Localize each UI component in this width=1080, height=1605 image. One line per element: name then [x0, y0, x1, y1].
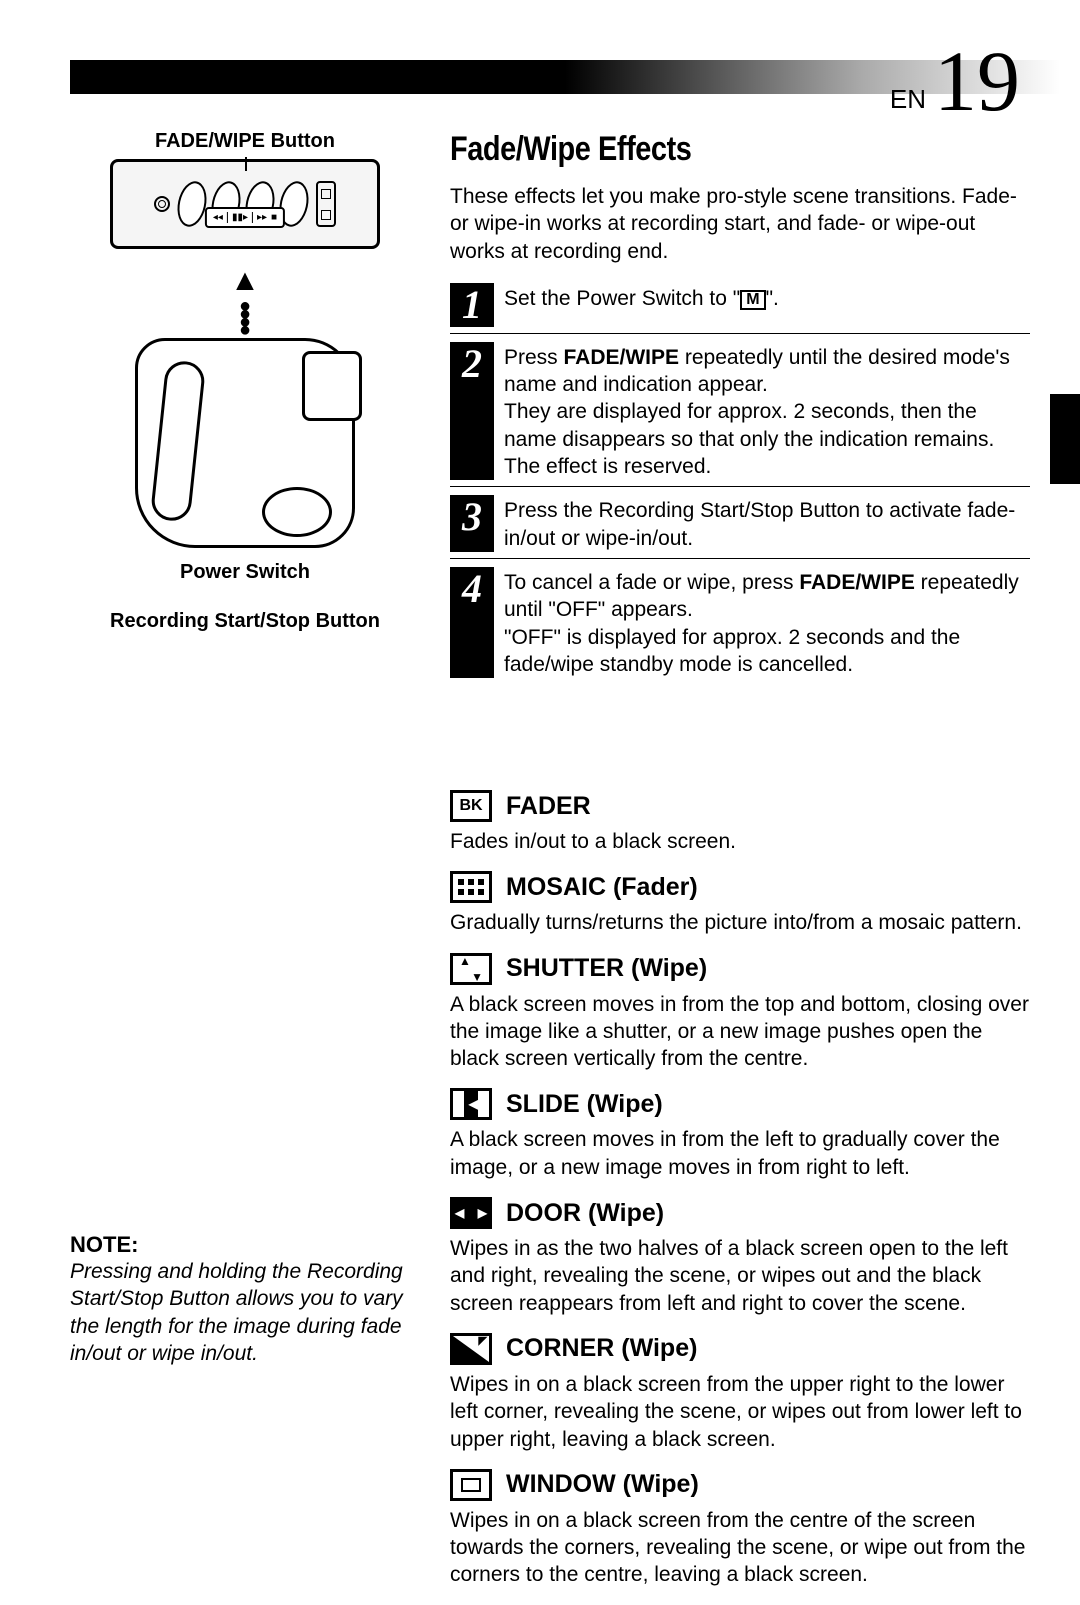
step-number: 1: [450, 283, 494, 327]
note-text: Pressing and holding the Recording Start…: [70, 1258, 430, 1367]
effect-desc: Wipes in as the two halves of a black sc…: [450, 1235, 1030, 1317]
effect-desc: A black screen moves in from the left to…: [450, 1126, 1030, 1181]
slide-icon: ◀: [450, 1088, 492, 1120]
effect-mosaic: MOSAIC (Fader) Gradually turns/returns t…: [450, 871, 1030, 936]
power-switch-label: Power Switch: [70, 561, 420, 584]
effect-desc: Fades in/out to a black screen.: [450, 828, 1030, 855]
mosaic-icon: [450, 871, 492, 903]
step-1: 1 Set the Power Switch to "M".: [450, 283, 1030, 334]
step-number: 4: [450, 567, 494, 678]
section-tab: [1050, 394, 1080, 484]
shutter-icon: ▲ ▼: [450, 953, 492, 985]
step-4: 4 To cancel a fade or wipe, press FADE/W…: [450, 567, 1030, 684]
effect-corner: ◤ CORNER (Wipe) Wipes in on a black scre…: [450, 1333, 1030, 1453]
effect-name: FADER: [506, 792, 591, 821]
step-number: 3: [450, 495, 494, 552]
diagram-column: FADE/WIPE Button ◂◂▮▮▸▸▸■ ▲ ●●●● Power S…: [70, 130, 420, 633]
effects-list: BK FADER Fades in/out to a black screen.…: [450, 790, 1030, 1605]
section-title: Fade/Wipe Effects: [450, 130, 943, 169]
header-lang: EN: [890, 84, 926, 115]
effect-name: SHUTTER (Wipe): [506, 954, 707, 983]
camcorder-diagram: ▲ ●●●●: [110, 261, 380, 551]
window-icon: [450, 1469, 492, 1501]
main-content: Fade/Wipe Effects These effects let you …: [450, 130, 1030, 692]
effect-desc: Wipes in on a black screen from the uppe…: [450, 1371, 1030, 1453]
note-title: NOTE:: [70, 1232, 430, 1258]
effect-desc: Gradually turns/returns the picture into…: [450, 909, 1030, 936]
rec-button-label: Recording Start/Stop Button: [70, 610, 420, 633]
note-block: NOTE: Pressing and holding the Recording…: [70, 1232, 430, 1367]
effect-door: ◀▶ DOOR (Wipe) Wipes in as the two halve…: [450, 1197, 1030, 1317]
intro-paragraph: These effects let you make pro-style sce…: [450, 183, 1030, 265]
step-text: Press the Recording Start/Stop Button to…: [504, 495, 1030, 552]
fader-icon: BK: [450, 790, 492, 822]
step-number: 2: [450, 342, 494, 480]
effect-name: WINDOW (Wipe): [506, 1470, 699, 1499]
step-text: Set the Power Switch to "M".: [504, 283, 779, 327]
effect-name: CORNER (Wipe): [506, 1334, 697, 1363]
effect-window: WINDOW (Wipe) Wipes in on a black screen…: [450, 1469, 1030, 1589]
eject-arrow-icon: ▲: [230, 264, 260, 298]
effect-fader: BK FADER Fades in/out to a black screen.: [450, 790, 1030, 855]
top-panel-diagram: [110, 159, 380, 249]
step-text: To cancel a fade or wipe, press FADE/WIP…: [504, 567, 1030, 678]
door-icon: ◀▶: [450, 1197, 492, 1229]
page-number: 19: [934, 60, 1020, 103]
effect-name: DOOR (Wipe): [506, 1199, 664, 1228]
effect-name: SLIDE (Wipe): [506, 1090, 663, 1119]
fade-wipe-button-label: FADE/WIPE Button: [70, 130, 420, 153]
page-header: EN 19: [0, 60, 1040, 120]
effect-desc: A black screen moves in from the top and…: [450, 991, 1030, 1073]
step-2: 2 Press FADE/WIPE repeatedly until the d…: [450, 342, 1030, 487]
corner-icon: ◤: [450, 1333, 492, 1365]
step-text: Press FADE/WIPE repeatedly until the des…: [504, 342, 1030, 480]
effect-name: MOSAIC (Fader): [506, 873, 698, 902]
step-3: 3 Press the Recording Start/Stop Button …: [450, 495, 1030, 559]
m-mode-icon: M: [740, 290, 765, 310]
effect-desc: Wipes in on a black screen from the cent…: [450, 1507, 1030, 1589]
effect-slide: ◀ SLIDE (Wipe) A black screen moves in f…: [450, 1088, 1030, 1181]
effect-shutter: ▲ ▼ SHUTTER (Wipe) A black screen moves …: [450, 953, 1030, 1073]
